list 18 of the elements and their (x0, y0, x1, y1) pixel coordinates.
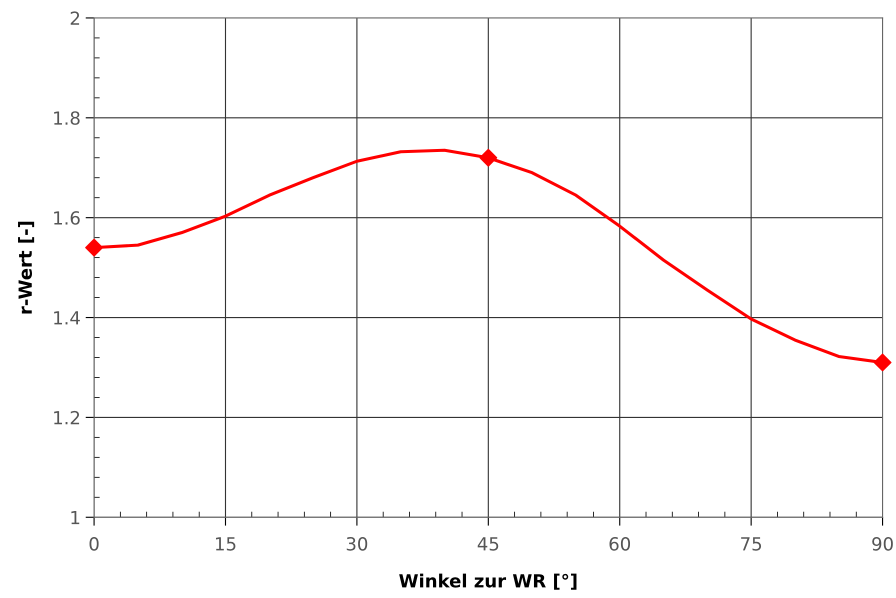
y-tick-label: 2 (70, 11, 80, 25)
x-tick-label: 75 (741, 537, 762, 551)
x-tick-label: 15 (216, 537, 236, 551)
y-axis-title: r-Wert [-] (18, 222, 34, 314)
y-tick-label: 1 (71, 510, 80, 524)
y-tick-label: 1.6 (54, 211, 80, 225)
x-tick-label: 45 (478, 537, 498, 551)
x-axis-title: Winkel zur WR [°] (399, 574, 576, 590)
x-tick-label: 0 (90, 537, 99, 551)
y-tick-label: 1.8 (54, 111, 80, 125)
x-tick-label: 60 (610, 537, 630, 551)
y-tick-label: 1.4 (54, 311, 80, 324)
x-tick-label: 30 (346, 537, 368, 551)
point (85, 238, 103, 257)
y-tick-label: 1.2 (54, 410, 80, 424)
point (479, 148, 498, 167)
point (874, 354, 892, 372)
x-tick-label: 90 (872, 537, 893, 551)
